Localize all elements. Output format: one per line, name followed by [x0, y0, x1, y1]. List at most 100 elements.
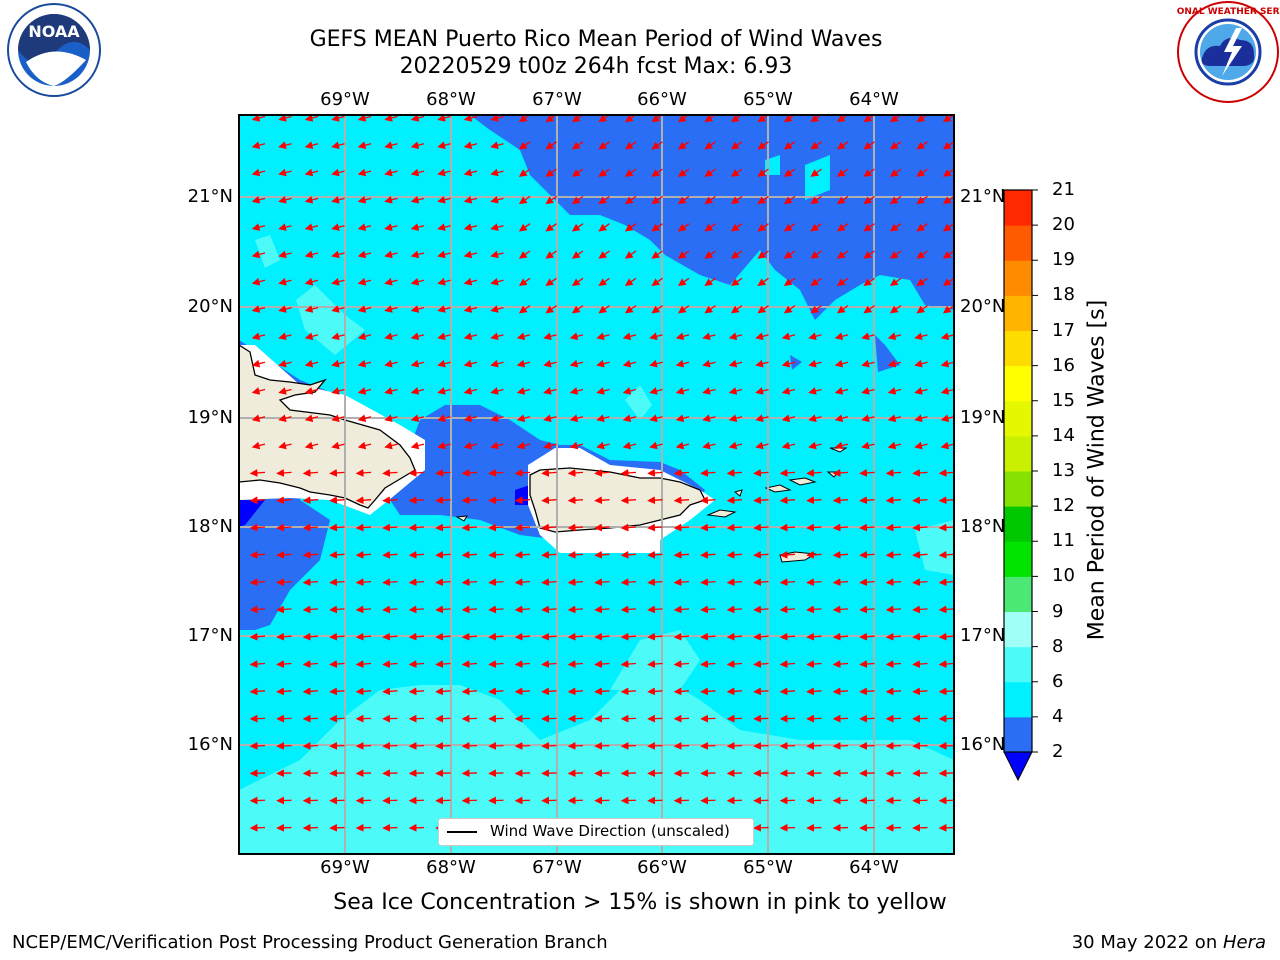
wave-direction-arrow	[488, 660, 504, 668]
wave-direction-arrow	[832, 605, 849, 614]
wave-direction-arrow	[832, 687, 849, 696]
wave-direction-arrow	[596, 441, 610, 450]
wave-direction-arrow	[806, 687, 822, 696]
colorbar-tick-label: 19	[1052, 249, 1075, 271]
lat-label-right: 19°N	[960, 407, 1006, 428]
wave-direction-arrow	[942, 141, 954, 150]
wave-direction-arrow	[753, 496, 769, 505]
wave-direction-arrow	[755, 359, 769, 368]
wave-direction-arrow	[779, 660, 796, 668]
wave-direction-arrow	[384, 332, 398, 341]
wave-direction-arrow	[594, 742, 610, 750]
wave-direction-arrow	[673, 496, 690, 505]
wave-direction-arrow	[624, 250, 637, 259]
wave-direction-arrow	[598, 277, 610, 287]
wave-direction-arrow	[806, 714, 822, 723]
wave-direction-arrow	[545, 223, 557, 232]
wave-direction-arrow	[673, 742, 690, 750]
wave-direction-arrow	[700, 496, 716, 505]
wave-direction-arrow	[251, 359, 266, 368]
wave-direction-arrow	[938, 714, 954, 723]
wave-direction-arrow	[753, 823, 769, 832]
wave-direction-arrow	[598, 168, 610, 177]
wave-direction-arrow	[249, 632, 266, 641]
wave-direction-arrow	[278, 277, 292, 286]
wave-direction-arrow	[859, 496, 875, 505]
wave-direction-arrow	[435, 742, 451, 750]
wave-direction-arrow	[836, 168, 849, 177]
wave-direction-arrow	[435, 496, 451, 505]
legend-label: Wind Wave Direction (unscaled)	[490, 822, 730, 840]
wave-direction-arrow	[726, 550, 743, 559]
lon-label-bottom: 66°W	[637, 857, 687, 878]
wave-direction-arrow	[673, 632, 690, 641]
wave-direction-arrow	[488, 523, 504, 532]
wave-direction-arrow	[543, 332, 557, 341]
wave-direction-arrow	[675, 414, 690, 423]
noaa-logo: NOAA	[6, 2, 102, 102]
wave-direction-arrow	[647, 742, 663, 750]
wave-direction-arrow	[488, 714, 504, 723]
wave-direction-arrow	[675, 359, 690, 368]
wave-direction-arrow	[571, 141, 584, 150]
wave-direction-arrow	[514, 796, 531, 805]
wave-direction-arrow	[355, 823, 372, 832]
wave-direction-arrow	[302, 550, 319, 559]
wave-direction-arrow	[810, 250, 822, 259]
wave-direction-arrow	[594, 469, 610, 477]
wave-direction-arrow	[567, 550, 584, 559]
wave-direction-arrow	[779, 796, 796, 805]
wave-direction-arrow	[437, 223, 451, 231]
colorbar-segment	[1004, 260, 1032, 296]
wave-direction-arrow	[490, 441, 504, 450]
wave-direction-arrow	[620, 714, 637, 723]
wave-direction-arrow	[355, 523, 372, 532]
wave-direction-arrow	[276, 796, 292, 805]
wave-direction-arrow	[488, 796, 504, 805]
wave-direction-arrow	[249, 605, 266, 614]
wave-direction-arrow	[861, 441, 875, 450]
wave-direction-arrow	[836, 277, 849, 287]
wave-direction-arrow	[382, 687, 398, 696]
wave-direction-arrow	[435, 523, 451, 532]
wave-direction-arrow	[753, 742, 769, 750]
wave-direction-arrow	[276, 605, 292, 614]
wave-direction-arrow	[384, 250, 398, 259]
wave-direction-arrow	[836, 223, 849, 232]
colorbar-tick-label: 9	[1052, 600, 1064, 622]
wave-direction-arrow	[304, 387, 319, 395]
wave-direction-arrow	[490, 115, 504, 122]
wave-direction-arrow	[516, 387, 531, 395]
wave-direction-arrow	[673, 796, 690, 805]
wave-period-field	[239, 115, 954, 854]
wave-direction-arrow	[806, 660, 822, 668]
wave-direction-arrow	[940, 414, 954, 423]
wave-direction-arrow	[832, 496, 849, 505]
wave-direction-arrow	[757, 141, 769, 150]
wave-direction-arrow	[832, 742, 849, 750]
wave-direction-arrow	[276, 660, 292, 668]
wave-direction-arrow	[384, 387, 398, 395]
wave-direction-arrow	[571, 305, 584, 314]
wave-direction-arrow	[938, 742, 954, 750]
wave-direction-arrow	[355, 742, 372, 750]
colorbar-segment	[1004, 400, 1032, 437]
wave-direction-arrow	[596, 414, 610, 423]
wave-direction-arrow	[304, 277, 319, 286]
wave-direction-arrow	[355, 796, 372, 805]
wave-direction-arrow	[278, 223, 292, 231]
wave-direction-arrow	[673, 660, 690, 668]
wave-direction-arrow	[251, 387, 266, 395]
wave-direction-arrow	[518, 195, 531, 205]
wave-direction-arrow	[861, 332, 875, 341]
wave-direction-arrow	[885, 578, 902, 587]
wave-direction-arrow	[753, 687, 769, 696]
wave-direction-arrow	[912, 469, 928, 477]
wave-direction-arrow	[408, 469, 425, 477]
wave-direction-arrow	[702, 414, 716, 423]
wave-direction-arrow	[249, 578, 266, 587]
wave-direction-arrow	[302, 660, 319, 668]
wave-direction-arrow	[916, 141, 928, 150]
wave-direction-arrow	[916, 277, 928, 287]
wave-direction-arrow	[810, 141, 822, 150]
